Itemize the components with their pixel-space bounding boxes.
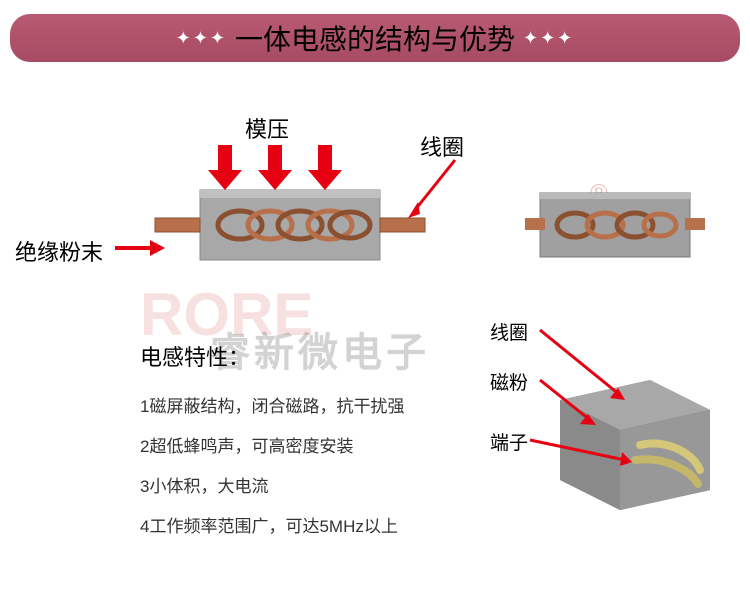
insulating-powder-arrow-icon (115, 240, 165, 256)
label-insulating-powder: 绝缘粉末 (15, 235, 103, 267)
feature-item-4: 4工作频率范围广，可达5MHz以上 (140, 512, 398, 537)
features-title: 电感特性： (140, 340, 250, 372)
diagram-svg (0, 0, 750, 596)
molding-arrows-icon (208, 145, 342, 190)
feature-item-2: 2超低蜂鸣声，可高密度安装 (140, 432, 353, 457)
cube-inductor (560, 380, 710, 510)
label-coil2: 线圈 (490, 318, 528, 345)
feature-item-1: 1磁屏蔽结构，闭合磁路，抗干扰强 (140, 392, 404, 417)
label-magnetic-powder: 磁粉 (490, 368, 528, 395)
label-coil: 线圈 (420, 130, 464, 162)
feature-item-3: 3小体积，大电流 (140, 472, 268, 497)
top-right-inductor (525, 193, 705, 257)
label-terminal: 端子 (490, 428, 528, 455)
top-left-inductor (155, 190, 425, 260)
label-molding: 模压 (245, 112, 289, 144)
coil-arrow-icon (408, 160, 455, 218)
